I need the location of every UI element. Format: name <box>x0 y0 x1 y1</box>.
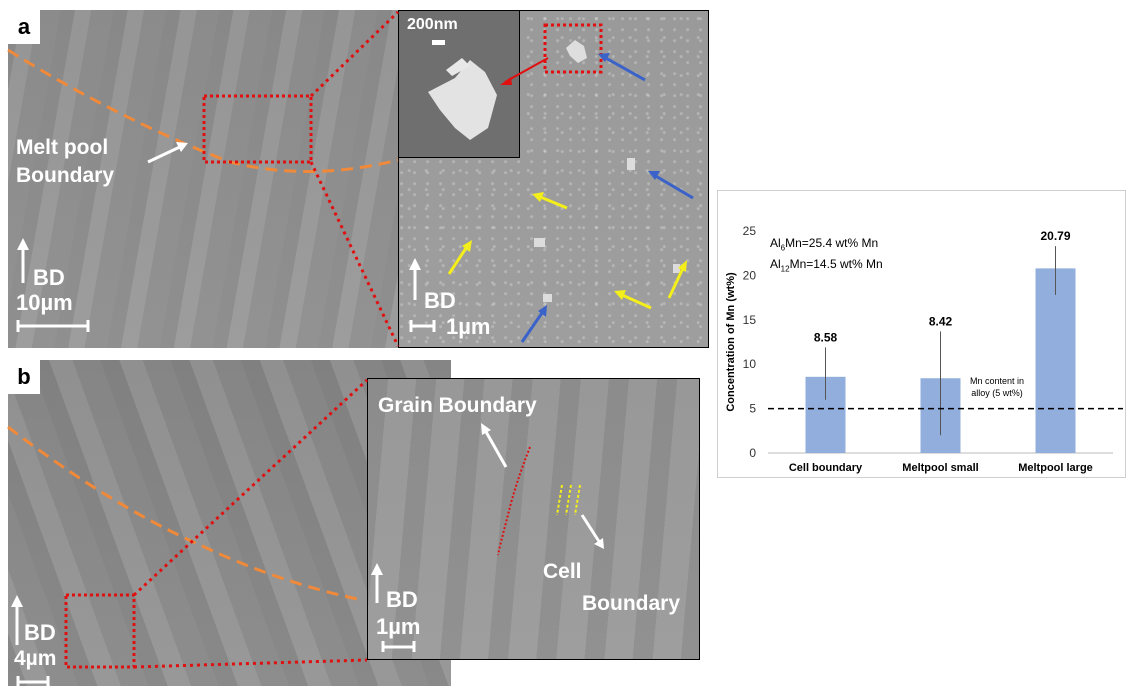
panel-b-bd-label: BD <box>24 620 56 645</box>
panel-a-inset-scale-label: 200nm <box>407 16 458 33</box>
note2-suffix: Mn=14.5 wt% Mn <box>789 257 883 272</box>
panel-a-label: a <box>8 10 40 44</box>
note1-prefix: Al <box>770 236 781 250</box>
grain-boundary-label: Grain Boundary <box>378 394 537 417</box>
y-axis-label: Concentration of Mn (wt%) <box>725 272 737 412</box>
y-tick-label-1: 5 <box>749 402 756 416</box>
cell-boundary-label-line2: Boundary <box>582 592 681 615</box>
panel-b-melt-pool-line <box>7 425 363 602</box>
data-label-0: 8.58 <box>814 330 838 344</box>
x-tick-label-0: Cell boundary <box>789 462 863 474</box>
reference-label-line2: alloy (5 wt%) <box>971 388 1023 398</box>
note1-suffix: Mn=25.4 wt% Mn <box>785 236 879 250</box>
panel-a-zoom-bd-label: BD <box>424 288 456 313</box>
panel-b-overlay <box>7 378 604 687</box>
chart-svg: 0 5 10 15 20 25 Concentration of Mn (wt%) 8.58 C… <box>725 224 1123 474</box>
composition-note-line1: Al6Mn=25.4 wt% Mn <box>770 235 883 256</box>
data-label-2: 20.79 <box>1040 229 1070 243</box>
panel-a-zoom-box <box>202 94 313 164</box>
panel-a-particle-box <box>543 23 603 74</box>
bar-2 <box>1035 268 1076 453</box>
melt-pool-boundary-label: Melt pool Boundary <box>16 136 115 187</box>
panel-a-scale-label: 10µm <box>16 290 73 315</box>
y-tick-label-4: 20 <box>743 268 757 282</box>
panel-b-zoom-bd-label: BD <box>386 587 418 612</box>
panel-a-overlay <box>7 10 694 347</box>
panel-b-zoom-scale-label: 1µm <box>376 614 421 639</box>
data-label-1: 8.42 <box>929 314 953 328</box>
cell-boundary-label-line1: Cell <box>543 560 582 583</box>
panel-b-scale-label: 4µm <box>14 647 57 670</box>
reference-label-line1: Mn content in <box>970 376 1025 386</box>
composition-note: Al6Mn=25.4 wt% Mn Al12Mn=14.5 wt% Mn <box>770 235 883 278</box>
note2-sub: 12 <box>780 264 790 274</box>
y-tick-label-3: 15 <box>743 313 757 327</box>
panel-a-bd-label: BD <box>33 265 65 290</box>
composition-note-line2: Al12Mn=14.5 wt% Mn <box>770 256 883 277</box>
y-tick-label-5: 25 <box>743 224 757 238</box>
panel-a-main-image <box>8 10 398 348</box>
panel-b-label: b <box>8 360 40 394</box>
panel-b-zoom-box <box>64 593 136 669</box>
x-tick-label-2: Meltpool large <box>1018 462 1093 474</box>
panel-a-zoom-scale-label: 1µm <box>446 314 491 339</box>
reference-line-label: Mn content in alloy (5 wt%) <box>970 375 1024 399</box>
panel-c-chart: 0 5 10 15 20 25 Concentration of Mn (wt%) 8.58 C… <box>717 190 1126 478</box>
note1-sub: 6 <box>780 243 786 253</box>
note2-prefix: Al <box>770 257 781 272</box>
y-tick-label-2: 10 <box>743 357 757 371</box>
y-tick-label-0: 0 <box>749 446 756 460</box>
x-tick-label-1: Meltpool small <box>902 462 978 474</box>
panel-b-zoom-image <box>367 378 700 660</box>
